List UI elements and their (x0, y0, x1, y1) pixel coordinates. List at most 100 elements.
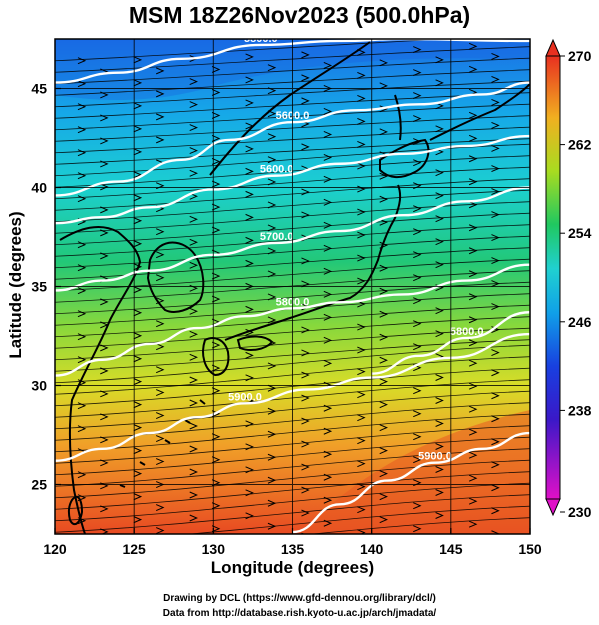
wind-arrow (413, 456, 422, 464)
wind-arrow (155, 136, 165, 144)
wind-arrow (435, 79, 444, 87)
contour-label: 5900.0 (418, 451, 452, 463)
wind-arrow (379, 378, 388, 386)
streamline (55, 39, 453, 62)
wind-arrow (211, 433, 221, 441)
wind-arrow (301, 349, 310, 357)
wind-arrow (491, 415, 500, 423)
streamline (55, 459, 530, 499)
wind-arrow (491, 369, 500, 377)
wind-arrow (155, 113, 165, 121)
wind-arrow (100, 459, 109, 467)
wind-arrow (245, 351, 254, 359)
wind-arrow (323, 359, 333, 367)
streamline (55, 155, 530, 188)
x-tick-label: 145 (439, 541, 463, 557)
wind-arrow (155, 527, 165, 534)
streamline (55, 143, 530, 177)
streamline (55, 471, 530, 510)
wind-arrow (100, 206, 109, 214)
contour-line (55, 332, 530, 462)
wind-arrow (413, 525, 422, 533)
wind-arrow (413, 46, 422, 54)
wind-arrow (435, 512, 444, 519)
wind-arrow (211, 341, 221, 349)
wind-arrow (245, 374, 254, 382)
wind-arrow (100, 160, 109, 168)
wind-arrow (133, 447, 143, 455)
wind-arrow (189, 468, 198, 476)
wind-arrow (133, 102, 143, 110)
wind-arrow (133, 286, 143, 294)
wind-arrow (301, 394, 310, 402)
wind-arrow (77, 241, 87, 249)
wind-arrow (357, 414, 366, 422)
wind-arrow (155, 435, 165, 443)
wind-arrow (268, 546, 275, 552)
streamline (55, 379, 530, 418)
wind-arrow (301, 486, 310, 494)
wind-arrow (468, 382, 478, 390)
streamline (55, 247, 530, 280)
wind-arrow (189, 124, 198, 132)
wind-arrow (468, 497, 478, 505)
wind-arrow (211, 387, 221, 395)
wind-arrow (357, 94, 366, 102)
wind-arrow (357, 140, 366, 148)
x-axis-label: Longitude (degrees) (210, 558, 375, 577)
wind-arrow (379, 287, 388, 295)
wind-arrow (211, 66, 221, 73)
wind-arrow (301, 188, 310, 196)
streamline (55, 316, 530, 349)
wind-arrow (435, 261, 444, 269)
wind-arrow (413, 159, 422, 167)
wind-arrow (267, 133, 277, 141)
wind-arrow (357, 506, 366, 514)
wind-arrow (468, 405, 478, 413)
wind-arrow (267, 64, 277, 72)
wind-arrow (189, 330, 198, 338)
streamline (55, 235, 530, 269)
wind-arrow (379, 128, 388, 136)
wind-arrow (413, 274, 422, 282)
wind-arrow (189, 238, 198, 246)
wind-arrow (357, 117, 366, 125)
grid-lines (55, 39, 530, 534)
streamline (55, 356, 530, 395)
wind-arrow (301, 51, 310, 59)
wind-arrow (211, 112, 221, 119)
wind-arrow (435, 56, 444, 64)
wind-arrow (357, 231, 366, 239)
wind-arrow (133, 309, 143, 317)
wind-arrow (133, 424, 143, 432)
wind-arrow (435, 420, 444, 427)
wind-arrow (357, 208, 366, 216)
wind-arrow (245, 259, 254, 267)
wind-arrow (491, 349, 500, 357)
wind-arrow (468, 155, 478, 163)
wind-arrow (301, 74, 310, 82)
wind-arrow (323, 61, 333, 69)
wind-arrow (301, 440, 310, 448)
wind-arrow (491, 507, 500, 515)
wind-arrow (468, 474, 478, 482)
wind-arrow (100, 482, 109, 490)
wind-arrow (189, 215, 198, 223)
wind-arrow (155, 320, 165, 328)
wind-arrow (245, 167, 254, 175)
wind-arrow (491, 484, 500, 492)
wind-arrow (77, 80, 87, 88)
wind-arrow (468, 293, 478, 301)
y-tick-label: 40 (31, 180, 47, 196)
streamline (55, 103, 530, 131)
wind-arrow (155, 412, 165, 420)
wind-arrow (301, 257, 310, 265)
wind-arrow (357, 346, 366, 354)
streamline (55, 482, 530, 522)
credit-drawing: Drawing by DCL (https://www.gfd-dennou.o… (163, 593, 436, 604)
wind-arrow (100, 344, 109, 352)
wind-arrow (100, 436, 109, 444)
wind-arrow (100, 91, 109, 99)
wind-arrow (245, 512, 254, 520)
wind-arrow (357, 391, 366, 399)
